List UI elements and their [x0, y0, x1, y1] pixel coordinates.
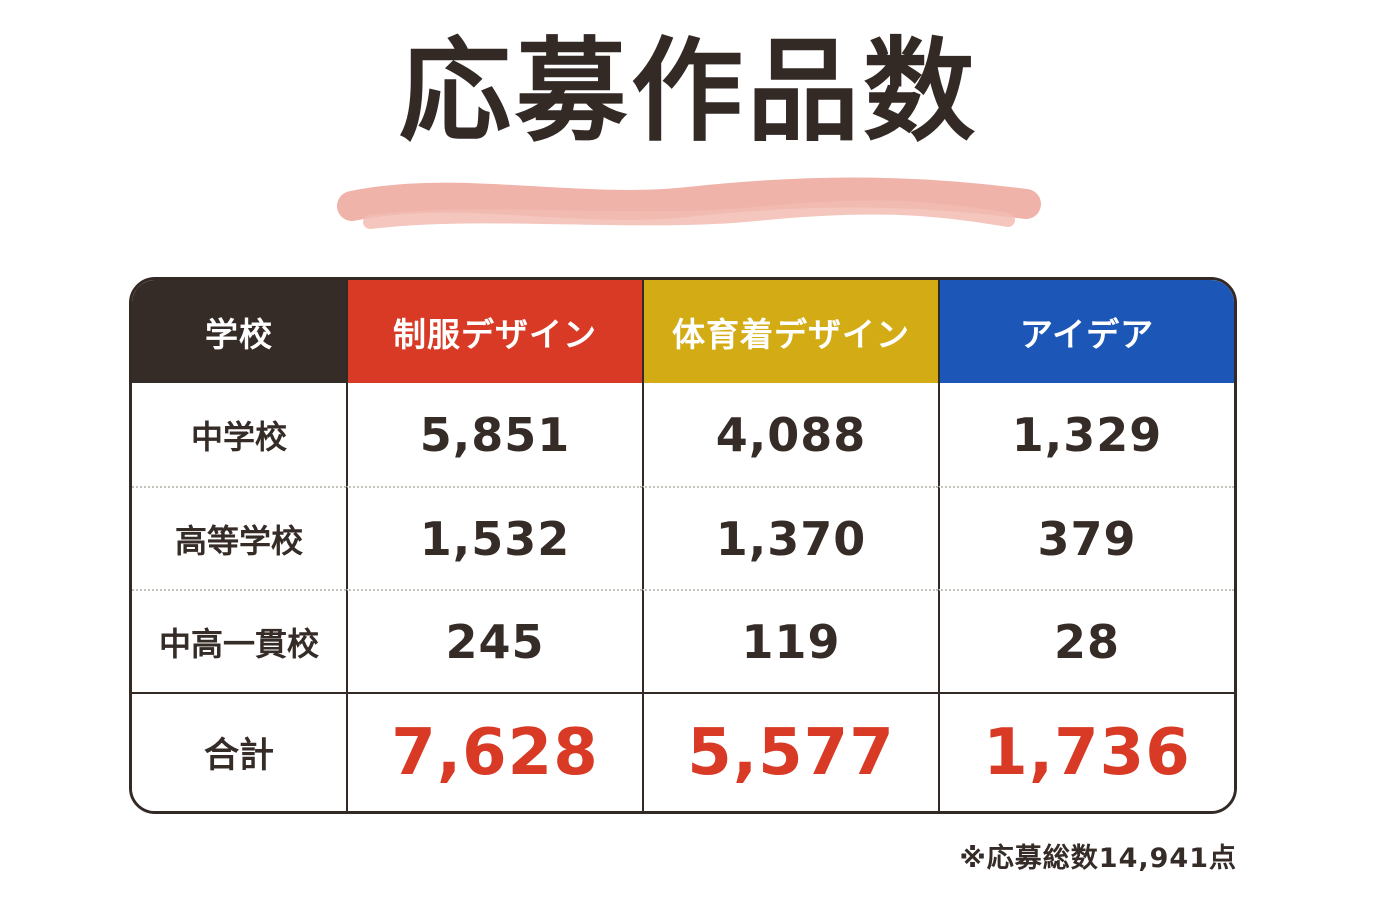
column-header-gymwear-design: 体育着デザイン — [642, 280, 938, 383]
table-cell: 245 — [346, 589, 642, 692]
row-label-total: 合計 — [132, 692, 346, 811]
total-cell: 5,577 — [642, 692, 938, 811]
table-cell: 379 — [938, 486, 1234, 589]
table-cell: 1,370 — [642, 486, 938, 589]
column-header-idea: アイデア — [938, 280, 1234, 383]
table-cell: 119 — [642, 589, 938, 692]
row-label-combined-school: 中高一貫校 — [132, 589, 346, 692]
table-cell: 28 — [938, 589, 1234, 692]
brush-stroke-decoration — [337, 177, 1041, 229]
entry-count-table: 学校 制服デザイン 体育着デザイン アイデア 中学校 5,851 4,088 1… — [129, 277, 1237, 814]
title-area: 応募作品数 — [0, 20, 1378, 229]
row-label-high-school: 高等学校 — [132, 486, 346, 589]
column-header-uniform-design: 制服デザイン — [346, 280, 642, 383]
total-entries-note: ※応募総数14,941点 — [959, 843, 1237, 874]
table-cell: 4,088 — [642, 383, 938, 486]
row-label-junior-high: 中学校 — [132, 383, 346, 486]
table-cell: 1,329 — [938, 383, 1234, 486]
column-header-school: 学校 — [132, 280, 346, 383]
page-title: 応募作品数 — [399, 27, 979, 157]
table-cell: 5,851 — [346, 383, 642, 486]
total-cell: 7,628 — [346, 692, 642, 811]
table-cell: 1,532 — [346, 486, 642, 589]
total-cell: 1,736 — [938, 692, 1234, 811]
